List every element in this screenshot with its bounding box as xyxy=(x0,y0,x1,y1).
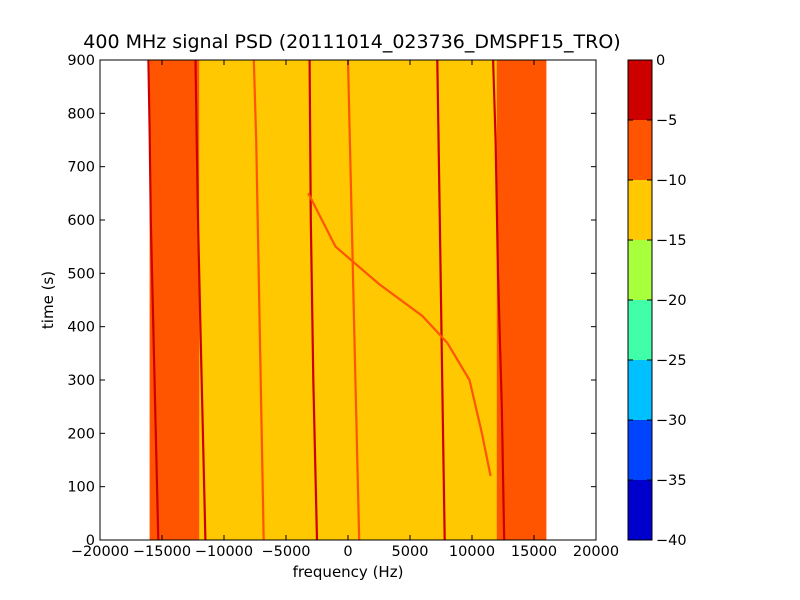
colorbar-segment xyxy=(628,180,652,240)
x-axis-label: frequency (Hz) xyxy=(293,563,404,581)
signal-trace-6 xyxy=(436,60,446,540)
signal-trace-7 xyxy=(492,60,506,540)
colorbar-tick-label: −10 xyxy=(656,173,687,189)
colorbar-tick-label: 0 xyxy=(656,53,665,69)
colorbar-tick-label: −20 xyxy=(656,293,687,309)
colorbar-tick-label: −5 xyxy=(656,113,677,129)
colorbar-tick-label: −15 xyxy=(656,233,687,249)
signal-trace-3 xyxy=(252,60,265,540)
colorbar-tick-label: −30 xyxy=(656,413,687,429)
y-tick-label: 0 xyxy=(86,533,95,549)
colorbar-segment xyxy=(628,360,652,420)
colorbar: −40 −35 −30 −25 −20 −15 −10 −5 0 xyxy=(627,53,687,549)
colorbar-segment xyxy=(628,420,652,480)
colorbar-segment xyxy=(628,480,652,540)
colorbar-tick-label: −35 xyxy=(656,473,687,489)
x-tick-label: 5000 xyxy=(392,544,429,560)
signal-trace-4 xyxy=(308,60,319,540)
heatmap-area xyxy=(149,60,547,540)
y-tick-label: 600 xyxy=(67,213,95,229)
x-tick-label: −10000 xyxy=(195,544,253,560)
signal-trace-5 xyxy=(346,60,361,540)
x-tick-label: 10000 xyxy=(449,544,495,560)
x-tick-label: 0 xyxy=(343,544,352,560)
x-tick-label: −5000 xyxy=(261,544,310,560)
colorbar-segment xyxy=(628,120,652,180)
y-tick-label: 500 xyxy=(67,266,95,282)
y-tick-label: 700 xyxy=(67,160,95,176)
x-axis: −20000 −15000 −10000 −5000 0 5000 10000 15000 20… xyxy=(71,60,619,560)
colorbar-tick-label: −25 xyxy=(656,353,687,369)
x-tick-label: 20000 xyxy=(573,544,619,560)
chart-title: 400 MHz signal PSD (20111014_023736_DMSP… xyxy=(83,31,620,53)
x-tick-label: −20000 xyxy=(71,544,129,560)
colorbar-segment xyxy=(628,240,652,300)
y-tick-label: 800 xyxy=(67,106,95,122)
colorbar-segment xyxy=(628,300,652,360)
y-tick-label: 300 xyxy=(67,373,95,389)
x-tick-label: 15000 xyxy=(511,544,557,560)
signal-trace-8 xyxy=(307,192,492,477)
y-axis: 0 100 200 300 400 500 600 700 800 900 xyxy=(67,53,596,549)
signal-trace-2 xyxy=(194,60,207,540)
y-tick-label: 400 xyxy=(67,320,95,336)
x-tick-label: −15000 xyxy=(133,544,191,560)
y-tick-label: 900 xyxy=(67,53,95,69)
colorbar-tick-label: −40 xyxy=(656,533,687,549)
signal-traces xyxy=(147,60,506,540)
signal-trace-1 xyxy=(147,60,160,540)
y-tick-label: 200 xyxy=(67,426,95,442)
heatmap-inner-band xyxy=(199,60,497,540)
y-tick-label: 100 xyxy=(67,480,95,496)
colorbar-segment xyxy=(628,60,652,120)
y-axis-label: time (s) xyxy=(39,271,57,329)
